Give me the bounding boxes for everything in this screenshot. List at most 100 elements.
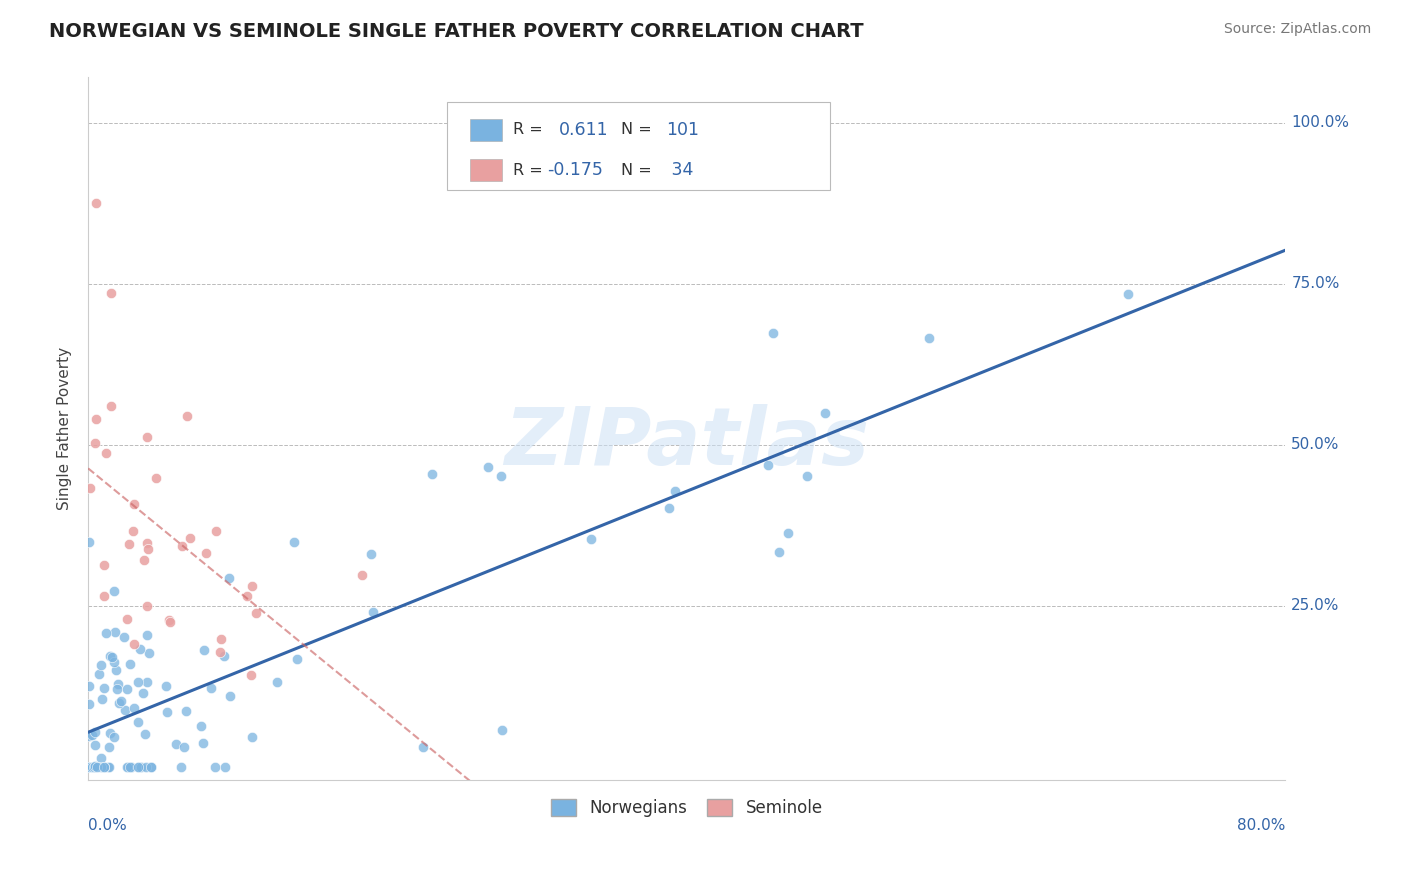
Point xyxy=(118,537,141,551)
Point xyxy=(83,760,105,774)
Point xyxy=(118,760,141,774)
Text: 100.0%: 100.0% xyxy=(1291,115,1350,130)
Point xyxy=(176,409,198,424)
Point xyxy=(100,399,122,413)
Text: R =: R = xyxy=(513,122,548,137)
Point xyxy=(79,481,101,495)
Point xyxy=(245,607,267,621)
Point xyxy=(84,759,107,773)
Point xyxy=(664,483,686,498)
Point xyxy=(350,568,373,582)
Point xyxy=(360,547,382,561)
Text: R =: R = xyxy=(513,162,548,178)
Point xyxy=(105,681,128,696)
Point xyxy=(93,760,115,774)
Text: 80.0%: 80.0% xyxy=(1237,818,1285,833)
Point xyxy=(117,760,139,774)
Point xyxy=(127,714,149,729)
Point xyxy=(77,760,100,774)
Point xyxy=(1116,287,1139,301)
Text: Source: ZipAtlas.com: Source: ZipAtlas.com xyxy=(1223,22,1371,37)
Point xyxy=(131,686,153,700)
Point xyxy=(477,460,499,475)
Point xyxy=(214,760,236,774)
Point xyxy=(420,467,443,481)
Point xyxy=(155,679,177,693)
Point xyxy=(90,658,112,673)
Point xyxy=(84,412,107,426)
Point xyxy=(191,736,214,750)
Point xyxy=(768,545,790,559)
Point xyxy=(77,729,100,743)
Point xyxy=(83,436,105,450)
Point xyxy=(120,760,142,774)
Point xyxy=(159,615,181,629)
Point xyxy=(762,326,785,341)
Point xyxy=(97,760,120,774)
Point xyxy=(86,760,108,774)
Point xyxy=(209,632,232,646)
Point xyxy=(84,196,107,211)
Text: 101: 101 xyxy=(666,120,699,139)
Text: 50.0%: 50.0% xyxy=(1291,437,1340,452)
Point xyxy=(93,589,115,603)
Point xyxy=(156,705,179,719)
Point xyxy=(170,539,193,553)
Text: ZIPatlas: ZIPatlas xyxy=(505,403,869,482)
Point xyxy=(174,704,197,718)
Point xyxy=(135,535,157,549)
Point xyxy=(77,534,100,549)
FancyBboxPatch shape xyxy=(470,119,502,141)
Point xyxy=(361,605,384,619)
Point xyxy=(83,760,105,774)
Point xyxy=(82,728,104,742)
Point xyxy=(218,690,240,704)
Point xyxy=(98,760,121,774)
Point xyxy=(103,583,125,598)
Text: NORWEGIAN VS SEMINOLE SINGLE FATHER POVERTY CORRELATION CHART: NORWEGIAN VS SEMINOLE SINGLE FATHER POVE… xyxy=(49,22,863,41)
Point xyxy=(90,692,112,706)
Point xyxy=(98,726,121,740)
Point xyxy=(83,738,105,752)
Point xyxy=(110,694,132,708)
Point xyxy=(266,674,288,689)
Point xyxy=(115,681,138,696)
Point xyxy=(114,703,136,717)
Point xyxy=(134,726,156,740)
Point xyxy=(120,657,142,672)
Point xyxy=(658,501,681,516)
Point xyxy=(169,760,191,774)
Point xyxy=(204,760,226,774)
Point xyxy=(756,458,779,472)
FancyBboxPatch shape xyxy=(447,102,831,190)
Point xyxy=(120,760,142,774)
Y-axis label: Single Father Poverty: Single Father Poverty xyxy=(58,347,72,510)
Point xyxy=(80,760,103,774)
Point xyxy=(117,760,139,774)
Point xyxy=(157,613,180,627)
Point xyxy=(98,648,121,663)
Legend: Norwegians, Seminole: Norwegians, Seminole xyxy=(544,792,830,824)
Point xyxy=(77,760,100,774)
Point xyxy=(193,643,215,657)
Point xyxy=(179,531,201,545)
Point xyxy=(195,546,218,560)
Point xyxy=(200,681,222,695)
Point xyxy=(796,469,818,483)
Point xyxy=(100,650,122,665)
Point xyxy=(90,760,112,774)
Point xyxy=(489,469,512,483)
Text: 25.0%: 25.0% xyxy=(1291,599,1340,613)
Point xyxy=(90,751,112,765)
Point xyxy=(239,668,262,682)
Point xyxy=(93,760,115,774)
Point xyxy=(208,645,231,659)
Point xyxy=(135,674,157,689)
Point xyxy=(100,286,122,301)
Point xyxy=(128,760,150,774)
Point xyxy=(138,541,160,556)
Text: 34: 34 xyxy=(666,161,693,179)
Point xyxy=(127,675,149,690)
Point xyxy=(77,680,100,694)
Point xyxy=(242,731,264,745)
